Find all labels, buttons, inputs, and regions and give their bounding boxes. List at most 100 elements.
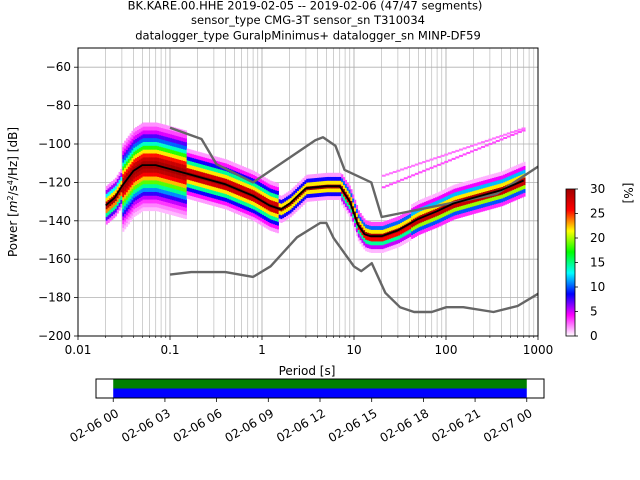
heatmap-cell [177,182,180,187]
heatmap-cell [190,195,193,200]
heatmap-cell [457,210,460,215]
heatmap-cell [495,203,498,208]
heatmap-cell [475,186,478,191]
heatmap-cell [249,188,252,193]
heatmap-cell [521,127,526,130]
noise-model-high-line [169,126,539,219]
heatmap-cell [159,177,162,182]
heatmap-cell [446,214,449,220]
heatmap-cell [197,197,200,202]
heatmap-cell [374,229,377,234]
heatmap-cell [363,233,366,238]
heatmap-cell [122,216,125,221]
heatmap-cell [333,192,336,197]
heatmap-cell [447,191,451,196]
heatmap-cell [157,149,160,154]
heatmap-cell [260,202,263,207]
heatmap-cell [481,184,484,189]
heatmap-cell [129,198,132,203]
heatmap-cell [168,187,171,192]
heatmap-cell [519,194,522,199]
heatmap-cell [493,181,497,186]
heatmap-cell [194,185,197,190]
heatmap-cell [179,198,182,203]
heatmap-cell [328,180,331,185]
heatmap-cell [195,151,198,156]
heatmap-cell [276,194,279,199]
heatmap-cell [146,137,149,142]
heatmap-cell [188,187,191,192]
heatmap-cell [475,201,478,206]
heatmap-cell [263,177,267,182]
heatmap-cell [519,186,522,191]
heatmap-cell [129,148,132,153]
heatmap-cell [136,172,140,177]
heatmap-cell [125,188,129,193]
heatmap-cell [341,178,344,183]
heatmap-cell [501,175,504,180]
heatmap-cell [271,208,274,213]
heatmap-cell [482,180,486,185]
heatmap-cell [135,130,138,136]
heatmap-cell [267,210,270,215]
heatmap-cell [278,218,281,223]
heatmap-cell [221,173,224,178]
heatmap-cell [479,185,482,190]
heatmap-cell [455,156,460,159]
heatmap-cell [105,193,108,198]
heatmap-cell [142,145,145,150]
heatmap-cell [427,226,430,232]
heatmap-cell [278,198,281,204]
heatmap-cell [181,160,184,165]
heatmap-cell [173,131,176,136]
heatmap-cell [484,179,487,184]
heatmap-cell [400,168,405,171]
heatmap-cell [236,190,239,195]
heatmap-cell [205,161,208,166]
heatmap-cell [206,161,210,167]
heatmap-cell [109,182,112,187]
heatmap-cell [238,164,241,169]
heatmap-cell [348,185,351,190]
heatmap-cell [458,154,463,157]
heatmap-cell [170,160,173,166]
heatmap-cell [133,178,136,183]
heatmap-cell [273,200,276,206]
heatmap-cell [129,160,132,165]
heatmap-cell [160,189,164,194]
heatmap-cell [153,137,156,142]
heatmap-cell [142,157,145,162]
heatmap-cell [249,203,252,208]
heatmap-cell [354,222,357,227]
heatmap-cell [160,158,164,163]
heatmap-cell [383,244,386,249]
heatmap-cell [184,214,187,220]
heatmap-cell [142,183,145,189]
heatmap-cell [521,170,524,175]
heatmap-cell [168,129,171,134]
heatmap-cell [322,173,325,178]
heatmap-cell [504,192,508,197]
heatmap-cell [151,206,154,212]
heatmap-cell [333,188,336,193]
heatmap-cell [175,135,178,140]
heatmap-cell [409,213,412,218]
heatmap-cell [429,195,432,200]
heatmap-cell [429,199,432,204]
heatmap-cell [271,211,274,217]
heatmap-cell [383,228,386,234]
heatmap-cell [221,177,224,182]
heatmap-cell [160,185,164,190]
heatmap-cell [153,199,156,204]
heatmap-cell [243,197,246,202]
heatmap-cell [157,122,160,128]
heatmap-cell [153,134,156,139]
heatmap-cell [332,188,335,193]
heatmap-cell [416,212,419,217]
heatmap-cell [146,203,149,208]
heatmap-cell [142,122,145,127]
heatmap-cell [514,177,517,182]
heatmap-cell [194,181,197,186]
figure-title-line3: datalogger_type GuralpMinimus+ datalogge… [135,29,481,43]
heatmap-cell [157,195,160,200]
